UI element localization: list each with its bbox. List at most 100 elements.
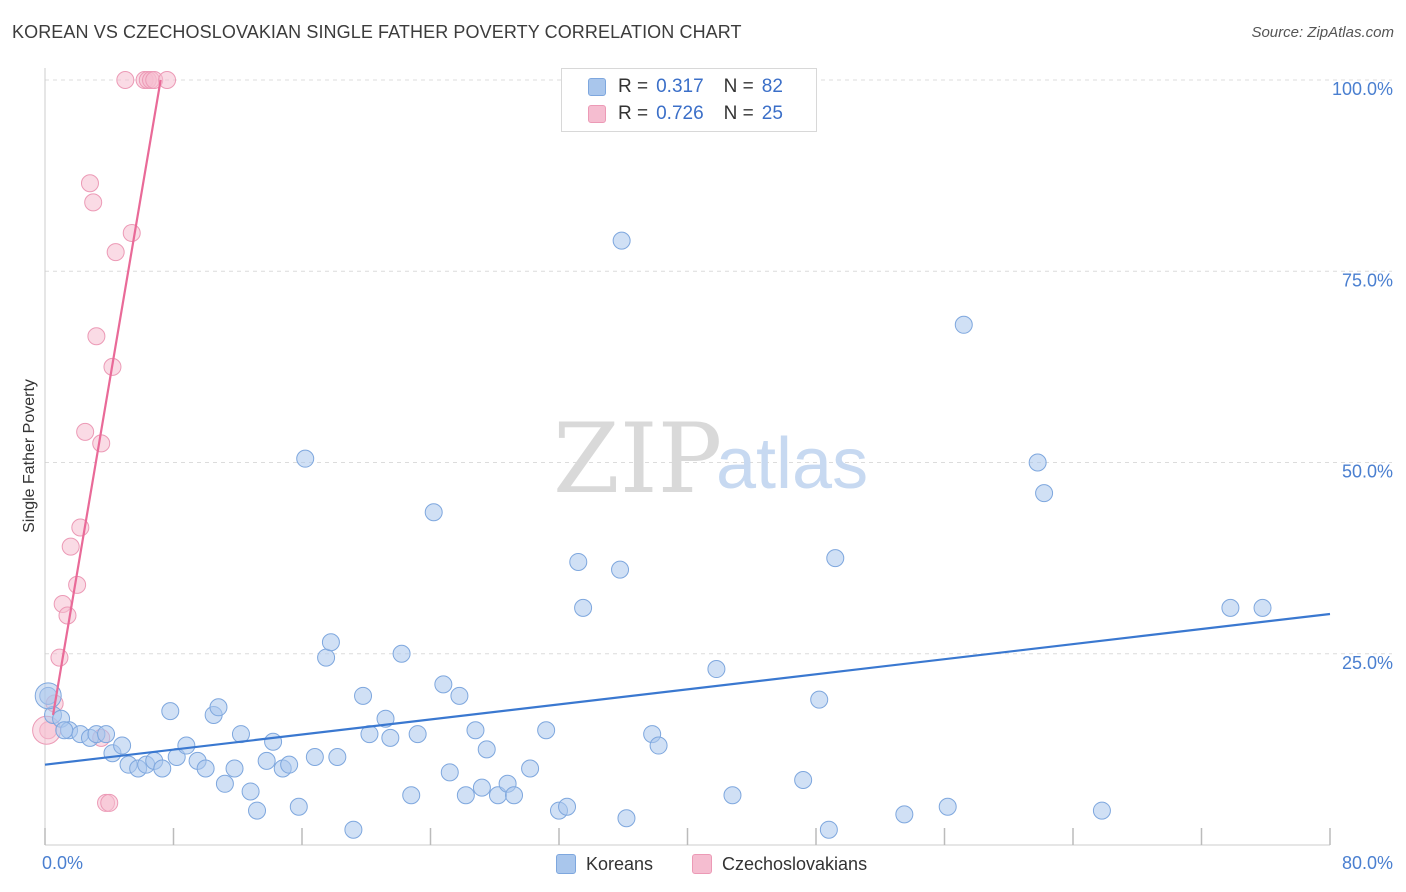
watermark-zip: ZIP xyxy=(553,403,722,515)
czechoslovakians-label: Czechoslovakians xyxy=(722,853,868,874)
legend-n-label: N = xyxy=(723,103,754,124)
y-tick-label: 50.0% xyxy=(1342,462,1393,482)
czechoslovakian-point xyxy=(87,327,106,346)
korean-point xyxy=(321,633,340,652)
legend-n-value: 82 xyxy=(761,76,783,97)
korean-point xyxy=(1035,484,1054,503)
korean-point xyxy=(477,740,496,759)
czechoslovakian-point xyxy=(80,174,99,193)
korean-point xyxy=(328,748,347,767)
korean-point xyxy=(376,709,395,728)
korean-point xyxy=(1221,598,1240,617)
korean-point xyxy=(450,686,469,705)
korean-point xyxy=(612,231,631,250)
korean-point xyxy=(196,759,215,778)
legend-row-koreans: R = 0.317 N = 82 xyxy=(588,75,803,99)
legend-swatch-czechoslovakians xyxy=(588,105,606,123)
watermark: ZIP atlas xyxy=(553,403,868,515)
korean-point xyxy=(649,736,668,755)
source-credit: Source: ZipAtlas.com xyxy=(1251,24,1394,41)
korean-point xyxy=(895,805,914,824)
legend-swatch-koreans xyxy=(588,78,606,96)
stats-legend: R = 0.317 N = 82 R = 0.726 N = 25 xyxy=(561,68,817,132)
korean-point xyxy=(1253,598,1272,617)
chart-title: KOREAN VS CZECHOSLOVAKIAN SINGLE FATHER … xyxy=(12,22,742,42)
korean-point xyxy=(257,751,276,770)
korean-point xyxy=(215,774,234,793)
korean-point xyxy=(537,721,556,740)
legend-n-label: N = xyxy=(723,76,754,97)
legend-r-label: R = xyxy=(618,103,649,124)
x-tick-label: 0.0% xyxy=(42,853,83,873)
czechoslovakian-point xyxy=(58,606,77,625)
korean-point xyxy=(225,759,244,778)
czechoslovakian-point xyxy=(100,793,119,812)
czechoslovakian-point xyxy=(116,71,135,89)
korean-point xyxy=(723,786,742,805)
korean-point xyxy=(440,763,459,782)
korean-point xyxy=(434,675,453,694)
korean-point xyxy=(826,549,845,568)
korean-points xyxy=(34,231,1272,839)
korean-point xyxy=(248,801,267,820)
x-tick-label: 80.0% xyxy=(1342,853,1393,873)
korean-point xyxy=(954,315,973,334)
series-legend-czechoslovakians[interactable]: Czechoslovakians xyxy=(692,852,867,876)
korean-point xyxy=(97,725,116,744)
legend-n-value: 25 xyxy=(761,103,783,124)
y-axis-label: Single Father Poverty xyxy=(21,379,38,533)
korean-point xyxy=(1028,453,1047,472)
korean-point xyxy=(424,503,443,522)
czechoslovakians-swatch xyxy=(692,854,712,874)
czechoslovakian-point xyxy=(122,224,141,242)
legend-r-value: 0.317 xyxy=(656,76,704,97)
korean-point xyxy=(289,797,308,816)
korean-point xyxy=(1092,801,1111,820)
korean-point xyxy=(794,770,813,789)
series-legend-koreans[interactable]: Koreans xyxy=(556,852,653,876)
korean-point xyxy=(317,648,336,667)
korean-point xyxy=(354,686,373,705)
korean-point xyxy=(505,786,524,805)
y-tick-label: 100.0% xyxy=(1332,79,1393,99)
czechoslovakian-point xyxy=(158,71,177,89)
korean-point xyxy=(472,778,491,797)
korean-point xyxy=(241,782,260,801)
korean-point xyxy=(344,820,363,839)
korean-point xyxy=(611,560,630,579)
koreans-swatch xyxy=(556,854,576,874)
legend-r-label: R = xyxy=(618,76,649,97)
korean-trendline xyxy=(44,612,1331,766)
korean-point xyxy=(810,690,829,709)
korean-point xyxy=(402,786,421,805)
korean-point xyxy=(569,552,588,571)
koreans-label: Koreans xyxy=(586,853,654,874)
czechoslovakian-point xyxy=(76,422,95,441)
korean-point xyxy=(558,797,577,816)
legend-row-czechoslovakians: R = 0.726 N = 25 xyxy=(588,102,803,126)
korean-point xyxy=(456,786,475,805)
korean-point xyxy=(305,748,324,767)
x-tick-labels: 0.0% 80.0% xyxy=(42,853,1393,873)
korean-point xyxy=(381,728,400,747)
korean-point xyxy=(466,721,485,740)
korean-point xyxy=(264,732,283,751)
korean-point xyxy=(574,598,593,617)
gridlines xyxy=(45,79,1392,655)
korean-point xyxy=(55,721,74,740)
korean-point xyxy=(617,809,636,828)
korean-point xyxy=(707,660,726,679)
czechoslovakian-point xyxy=(106,243,125,262)
y-tick-labels: 25.0% 50.0% 75.0% 100.0% xyxy=(1332,79,1393,673)
axes xyxy=(44,68,1331,846)
korean-point xyxy=(296,449,315,468)
korean-point xyxy=(938,797,957,816)
korean-point xyxy=(392,644,411,663)
korean-point xyxy=(209,698,228,717)
czechoslovakian-point xyxy=(50,648,69,667)
czechoslovakian-point xyxy=(61,537,80,556)
korean-point xyxy=(177,736,196,755)
korean-point xyxy=(819,820,838,839)
legend-r-value: 0.726 xyxy=(656,103,704,124)
